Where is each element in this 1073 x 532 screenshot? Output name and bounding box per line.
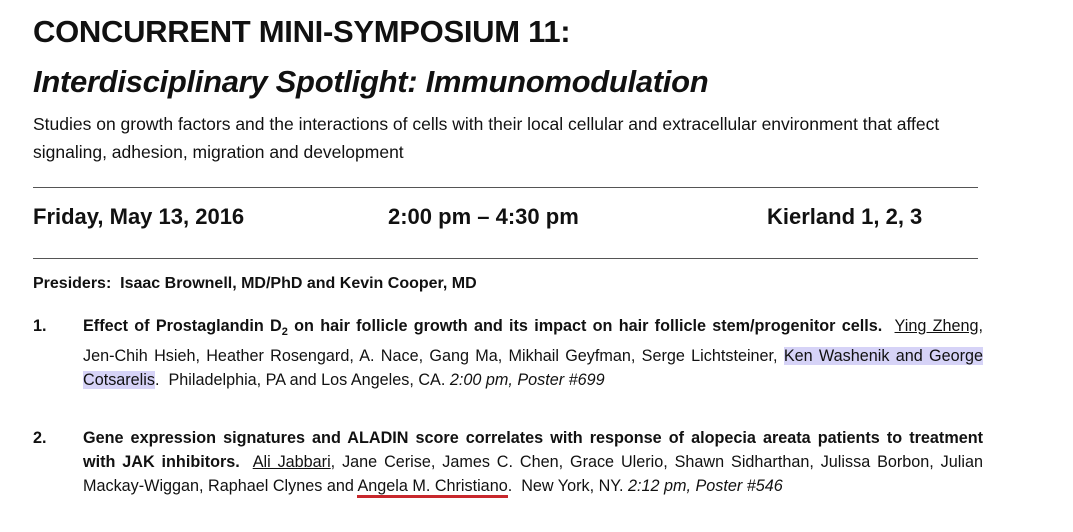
- location: Philadelphia, PA and Los Angeles, CA.: [168, 371, 446, 390]
- author-text: .: [154, 371, 160, 390]
- title: CONCURRENT MINI-SYMPOSIUM 11:: [33, 14, 571, 49]
- divider: [33, 258, 978, 259]
- subtitle: Interdisciplinary Spotlight: Immunomodul…: [33, 64, 709, 99]
- author-text: , Jen-Chih Hsieh, Heather Rosengard, A. …: [83, 317, 984, 366]
- session-location: Kierland 1, 2, 3: [767, 204, 923, 229]
- abstract-body: Effect of Prostaglandin D2 on hair folli…: [83, 314, 983, 392]
- title-text: Effect of Prostaglandin D: [83, 317, 282, 335]
- presiders: Presiders: Isaac Brownell, MD/PhD and Ke…: [33, 275, 477, 293]
- author-text: Angela M. Christiano: [357, 477, 508, 498]
- title-text: Gene expression signatures and ALADIN sc…: [83, 429, 983, 471]
- abstract-body: Gene expression signatures and ALADIN sc…: [83, 426, 983, 498]
- abstract: 1. Effect of Prostaglandin D2 on hair fol…: [33, 314, 983, 392]
- author-text: Ali Jabbari: [252, 453, 331, 471]
- schedule: 2:12 pm, Poster #546: [627, 477, 783, 495]
- subscript: 2: [281, 326, 288, 339]
- presiders-label: Presiders:: [33, 275, 112, 292]
- schedule: 2:00 pm, Poster #699: [449, 371, 605, 390]
- divider: [33, 187, 978, 188]
- abstract-number: 2.: [33, 429, 47, 447]
- abstract-number: 1.: [33, 317, 47, 335]
- abstract-title: Effect of Prostaglandin D2 on hair folli…: [83, 317, 883, 339]
- session-time: 2:00 pm – 4:30 pm: [388, 204, 579, 229]
- author-text: .: [507, 477, 513, 495]
- author-text: Ying Zheng: [894, 317, 979, 335]
- abstract: 2. Gene expression signatures and ALADIN …: [33, 426, 983, 498]
- author-text: , Jane Cerise, James C. Chen, Grace Uler…: [83, 453, 983, 495]
- location: New York, NY.: [521, 477, 624, 495]
- session-date: Friday, May 13, 2016: [33, 204, 245, 229]
- description: Studies on growth factors and the intera…: [33, 114, 940, 162]
- presiders-names: Isaac Brownell, MD/PhD and Kevin Cooper,…: [120, 275, 477, 292]
- abstract-title: Gene expression signatures and ALADIN sc…: [83, 429, 983, 471]
- title-text: on hair follicle growth and its impact o…: [287, 317, 883, 335]
